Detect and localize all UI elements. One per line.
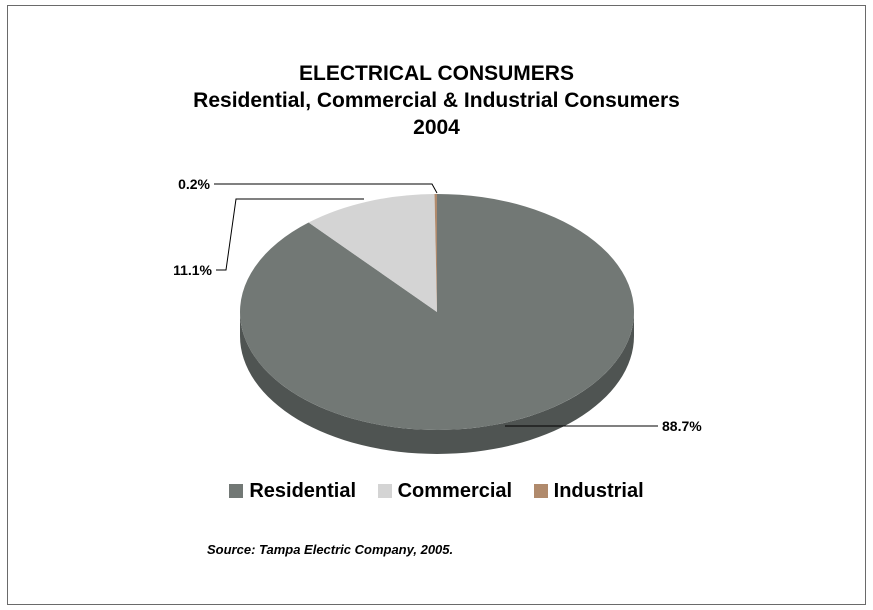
- data-label-industrial: 0.2%: [178, 176, 210, 192]
- data-label-commercial: 11.1%: [173, 262, 212, 278]
- chart-year: 2004: [413, 116, 460, 139]
- legend-item-residential: Residential: [229, 480, 356, 503]
- legend-item-commercial: Commercial: [377, 480, 513, 503]
- legend-swatch-industrial: [533, 484, 548, 499]
- leader-line-industrial: [214, 183, 438, 194]
- pie-side-residential: [240, 312, 634, 454]
- chart-subtitle: Residential, Commercial & Industrial Con…: [193, 89, 680, 112]
- leader-line-commercial: [216, 198, 364, 271]
- legend-label-commercial: Commercial: [397, 480, 513, 503]
- legend: Residential Commercial Industrial: [0, 480, 873, 503]
- chart-title: ELECTRICAL CONSUMERS: [299, 62, 574, 85]
- legend-swatch-residential: [229, 484, 244, 499]
- pie-slice-commercial: [308, 194, 437, 312]
- legend-swatch-commercial: [377, 484, 392, 499]
- source-note: Source: Tampa Electric Company, 2005.: [207, 542, 454, 557]
- legend-label-industrial: Industrial: [553, 480, 644, 503]
- pie-slice-industrial: [434, 194, 437, 312]
- data-label-residential: 88.7%: [662, 418, 702, 434]
- legend-label-residential: Residential: [249, 480, 357, 503]
- legend-item-industrial: Industrial: [533, 480, 644, 503]
